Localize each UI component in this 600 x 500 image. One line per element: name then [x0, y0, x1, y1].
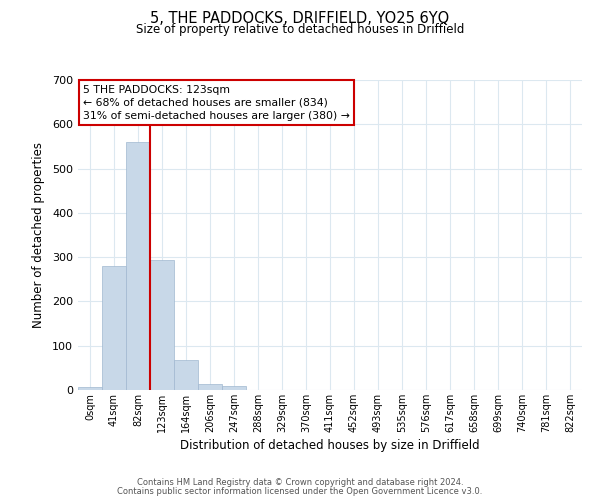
Text: Contains HM Land Registry data © Crown copyright and database right 2024.: Contains HM Land Registry data © Crown c… [137, 478, 463, 487]
Bar [78, 387, 102, 390]
Text: Size of property relative to detached houses in Driffield: Size of property relative to detached ho… [136, 24, 464, 36]
Bar [222, 386, 246, 390]
Y-axis label: Number of detached properties: Number of detached properties [32, 142, 45, 328]
Bar [198, 384, 222, 390]
Bar [102, 266, 126, 390]
Bar [174, 360, 198, 390]
Text: Contains public sector information licensed under the Open Government Licence v3: Contains public sector information licen… [118, 487, 482, 496]
Text: 5 THE PADDOCKS: 123sqm
← 68% of detached houses are smaller (834)
31% of semi-de: 5 THE PADDOCKS: 123sqm ← 68% of detached… [83, 84, 350, 121]
Text: 5, THE PADDOCKS, DRIFFIELD, YO25 6YQ: 5, THE PADDOCKS, DRIFFIELD, YO25 6YQ [151, 11, 449, 26]
Bar [126, 142, 150, 390]
Bar [150, 260, 174, 390]
X-axis label: Distribution of detached houses by size in Driffield: Distribution of detached houses by size … [180, 439, 480, 452]
